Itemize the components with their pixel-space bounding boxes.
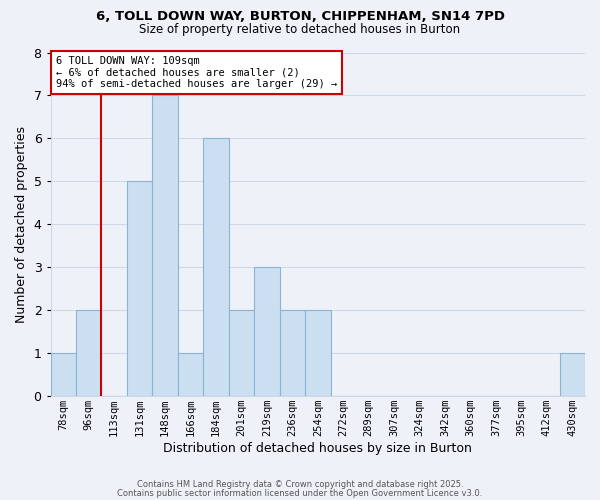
Text: 6, TOLL DOWN WAY, BURTON, CHIPPENHAM, SN14 7PD: 6, TOLL DOWN WAY, BURTON, CHIPPENHAM, SN… <box>95 10 505 23</box>
Bar <box>152 96 178 396</box>
Bar <box>127 182 152 396</box>
Text: Contains HM Land Registry data © Crown copyright and database right 2025.: Contains HM Land Registry data © Crown c… <box>137 480 463 489</box>
Bar <box>560 353 585 396</box>
Bar <box>305 310 331 396</box>
Text: Size of property relative to detached houses in Burton: Size of property relative to detached ho… <box>139 22 461 36</box>
Bar <box>280 310 305 396</box>
X-axis label: Distribution of detached houses by size in Burton: Distribution of detached houses by size … <box>163 442 472 455</box>
Y-axis label: Number of detached properties: Number of detached properties <box>15 126 28 323</box>
Bar <box>229 310 254 396</box>
Bar <box>178 353 203 396</box>
Text: Contains public sector information licensed under the Open Government Licence v3: Contains public sector information licen… <box>118 488 482 498</box>
Bar <box>50 353 76 396</box>
Bar <box>76 310 101 396</box>
Text: 6 TOLL DOWN WAY: 109sqm
← 6% of detached houses are smaller (2)
94% of semi-deta: 6 TOLL DOWN WAY: 109sqm ← 6% of detached… <box>56 56 337 89</box>
Bar <box>203 138 229 396</box>
Bar <box>254 268 280 396</box>
